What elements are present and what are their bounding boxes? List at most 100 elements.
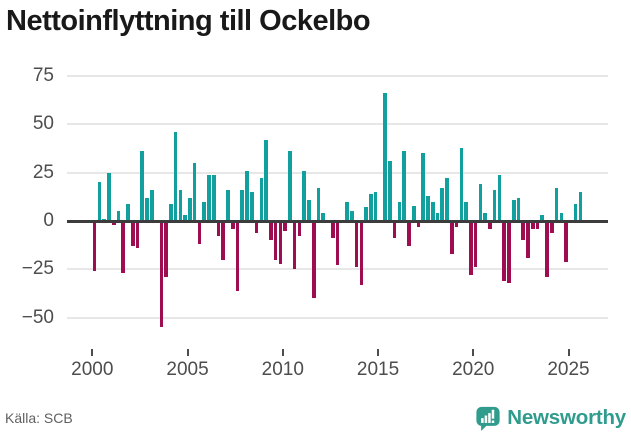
x-tick-label: 2025 [547, 359, 590, 380]
bar [421, 153, 426, 221]
bar [240, 190, 245, 221]
bar [202, 201, 206, 221]
bar [450, 221, 454, 254]
bar [288, 151, 292, 221]
y-tick-label: 50 [32, 113, 54, 135]
x-tick-label: 2010 [261, 359, 304, 380]
bar [245, 170, 249, 221]
bar [459, 147, 464, 221]
bar [250, 192, 254, 221]
bar [292, 221, 297, 270]
x-tick-label: 2000 [71, 359, 114, 380]
bar [564, 221, 568, 262]
bar [316, 188, 321, 221]
bar [221, 221, 226, 260]
bar [526, 221, 530, 258]
bar [364, 207, 368, 221]
bar [150, 190, 154, 221]
bar [383, 93, 387, 221]
x-tick-label: 2020 [452, 359, 495, 380]
bar [488, 221, 492, 229]
bar [92, 221, 97, 272]
bar [330, 221, 335, 239]
y-tick-label: −25 [21, 258, 54, 280]
bar [97, 182, 102, 221]
bar [573, 203, 578, 221]
bar [426, 195, 430, 221]
bar [107, 172, 111, 221]
bar [135, 221, 140, 249]
bar [307, 199, 311, 221]
bar [211, 174, 216, 221]
bar [473, 221, 478, 268]
gridline [67, 171, 608, 174]
bar [140, 151, 145, 221]
bar [430, 201, 435, 221]
gridline [67, 316, 608, 319]
bar [192, 163, 197, 221]
bar [440, 188, 445, 221]
bar [126, 203, 130, 221]
bar [578, 192, 583, 221]
bar [454, 221, 459, 227]
bar [169, 203, 173, 221]
x-tick-mark [472, 349, 475, 356]
bar [550, 221, 554, 233]
x-tick-mark [567, 349, 570, 356]
bar [416, 221, 421, 227]
bar [350, 211, 354, 221]
bar [469, 221, 473, 276]
bar [373, 192, 378, 221]
y-tick-label: −50 [21, 306, 54, 328]
bar [283, 221, 287, 231]
bar [492, 190, 497, 221]
bar [230, 221, 235, 229]
bar [116, 211, 121, 221]
bar [411, 205, 416, 221]
bar [516, 197, 521, 221]
bar [478, 184, 483, 221]
bar [354, 221, 359, 268]
newsworthy-speech-bubble-bar-chart-icon [475, 405, 501, 432]
chart-title: Nettoinflyttning till Ockelbo [6, 5, 371, 37]
x-tick-label: 2005 [166, 359, 209, 380]
bar [497, 174, 502, 221]
x-tick-label: 2015 [356, 359, 400, 380]
bar [435, 213, 440, 221]
bar [559, 213, 564, 221]
y-tick-label: 75 [32, 65, 54, 86]
bar [183, 215, 187, 221]
bar [535, 221, 540, 229]
bar [273, 221, 278, 260]
x-tick-mark [91, 349, 94, 356]
bar [359, 221, 364, 285]
bar [173, 132, 178, 221]
bar [254, 221, 259, 233]
bar [311, 221, 316, 299]
bar [159, 221, 164, 328]
bar [483, 213, 487, 221]
bar [445, 178, 449, 221]
bar [540, 215, 545, 221]
newsworthy-brand-name: Newsworthy [507, 406, 626, 429]
gridline [67, 75, 608, 77]
bar [145, 197, 149, 221]
y-tick-label: 25 [32, 161, 54, 183]
bar [345, 201, 349, 221]
bar [402, 151, 406, 221]
bar [121, 221, 126, 274]
newsworthy-logo-link[interactable]: Newsworthy [475, 404, 626, 432]
bar [392, 221, 397, 239]
bar [207, 174, 211, 221]
bar [397, 201, 402, 221]
bar [507, 221, 511, 283]
bar [278, 221, 283, 264]
bar [530, 221, 535, 229]
x-tick-mark [186, 349, 189, 356]
source-caption: Källa: SCB [5, 410, 73, 426]
bar [111, 221, 116, 225]
bar [188, 197, 192, 221]
bar [302, 170, 306, 221]
bar [235, 221, 240, 291]
